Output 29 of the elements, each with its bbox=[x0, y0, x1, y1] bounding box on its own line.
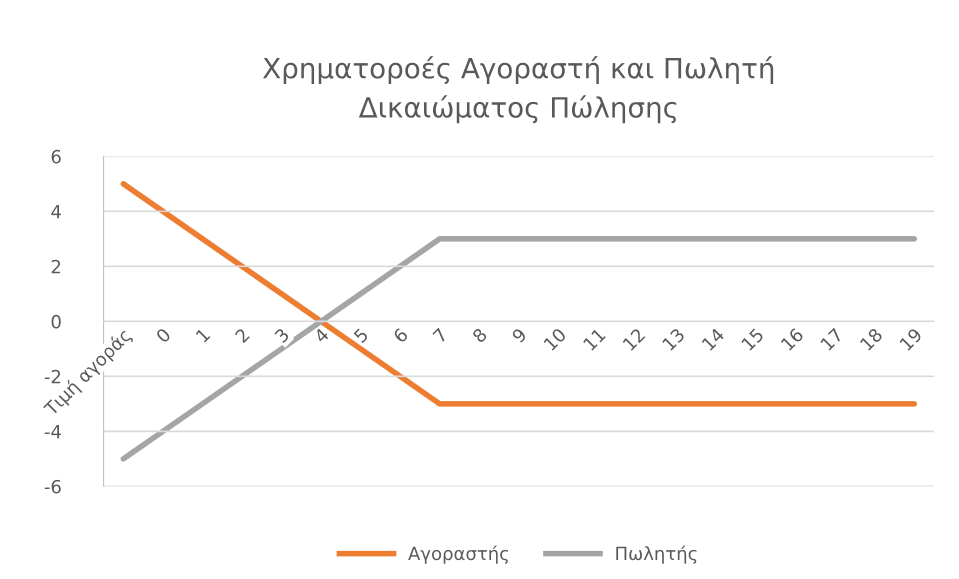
x-tick-label: 19 bbox=[899, 327, 923, 352]
x-tick-label: 5 bbox=[353, 328, 369, 344]
x-tick-label: 14 bbox=[701, 327, 725, 351]
x-tick-label: 3 bbox=[274, 328, 290, 344]
x-tick-label: 8 bbox=[472, 327, 488, 344]
x-tick-label: 12 bbox=[622, 328, 646, 351]
x-tick-label: 9 bbox=[511, 327, 528, 344]
x-tick-label: 0 bbox=[155, 327, 172, 344]
x-tick-label: 1 bbox=[195, 328, 210, 343]
x-tick-label: 13 bbox=[662, 328, 686, 352]
x-tick-label: 17 bbox=[820, 328, 844, 351]
y-tick-label: -6 bbox=[44, 480, 61, 494]
y-tick-label: 2 bbox=[52, 260, 60, 274]
x-tick-label: 6 bbox=[392, 327, 409, 344]
legend-label: Αγοραστής bbox=[408, 546, 508, 564]
x-tick-label: 11 bbox=[582, 328, 606, 351]
x-tick-label: 2 bbox=[234, 328, 250, 344]
x-tick-label: 7 bbox=[432, 328, 448, 344]
x-tick-label: 16 bbox=[780, 327, 804, 352]
x-tick-label: 4 bbox=[313, 327, 330, 344]
y-tick-label: -4 bbox=[44, 425, 61, 438]
chart-title: Χρηματοροές Αγοραστή και Πωλητή Δικαιώματος Πώλησης bbox=[262, 56, 774, 124]
x-tick-label: 10 bbox=[543, 327, 567, 352]
y-tick-label: 6 bbox=[52, 150, 61, 164]
x-tick-label: 15 bbox=[741, 328, 764, 352]
legend-label: Πωλητής bbox=[616, 546, 696, 564]
y-tick-label: 4 bbox=[51, 205, 61, 218]
y-tick-label: 0 bbox=[52, 314, 61, 328]
x-tick-label: 18 bbox=[860, 327, 884, 352]
